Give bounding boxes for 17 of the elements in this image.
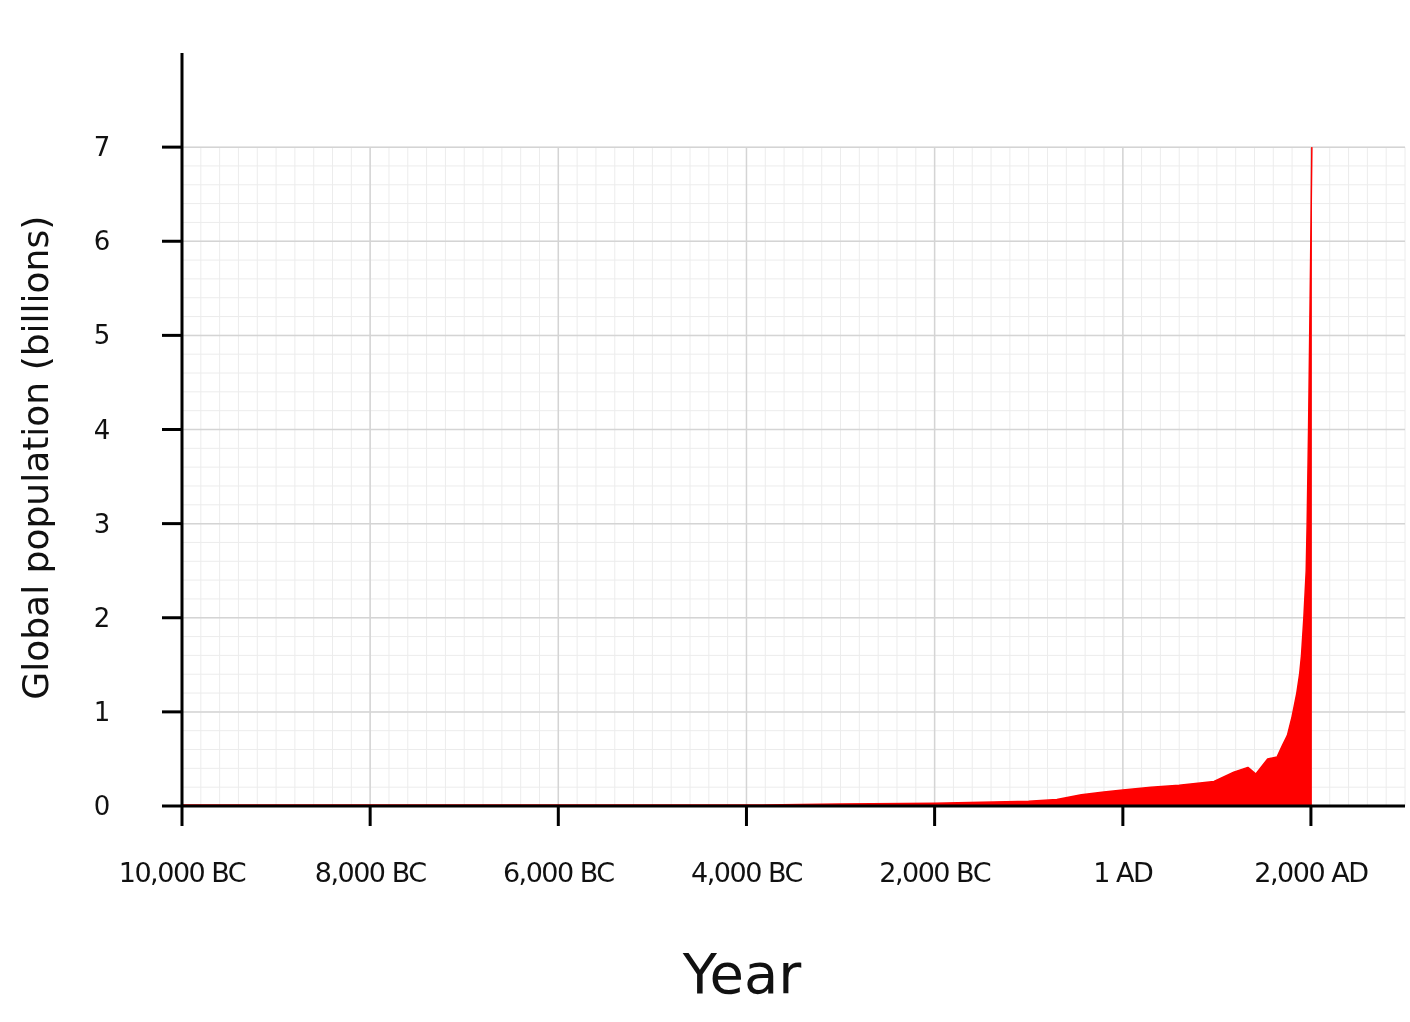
x-tick-label: 2,000 BC — [879, 857, 991, 888]
x-tick-label: 1 AD — [1093, 857, 1154, 888]
y-axis-title: Global population (billions) — [15, 215, 56, 700]
y-tick-label: 0 — [93, 791, 111, 822]
x-axis-title: Year — [681, 941, 803, 1006]
y-tick-label: 5 — [93, 320, 111, 351]
y-tick-label: 6 — [93, 226, 111, 257]
x-tick-label: 6,000 BC — [502, 857, 615, 888]
y-tick-label: 2 — [93, 602, 111, 633]
x-tick-label: 2,000 AD — [1254, 857, 1369, 888]
x-tick-label: 8,000 BC — [314, 857, 427, 888]
y-tick-label: 3 — [93, 508, 111, 539]
y-tick-label: 4 — [93, 414, 111, 445]
y-tick-label: 7 — [93, 132, 111, 163]
x-tick-label: 4,000 BC — [691, 857, 803, 888]
y-tick-label: 1 — [93, 696, 111, 727]
x-tick-label: 10,000 BC — [118, 857, 246, 888]
